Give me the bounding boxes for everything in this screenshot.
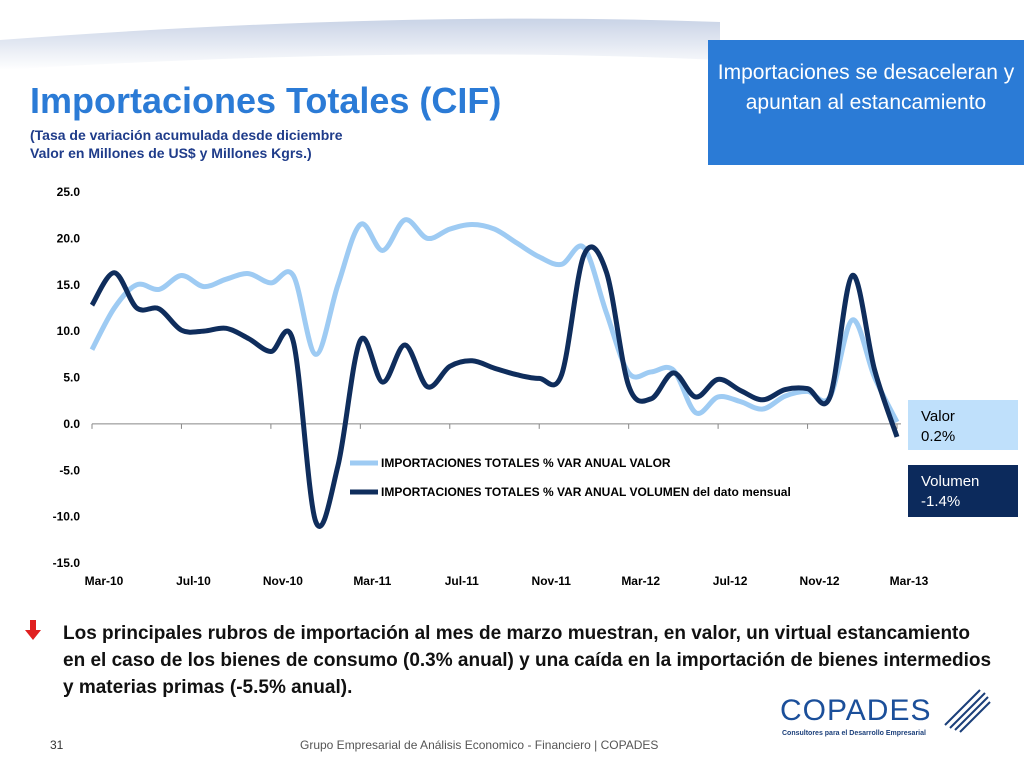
callout-name: Valor xyxy=(921,408,955,425)
x-tick-label: Nov-11 xyxy=(532,574,572,588)
legend-label: IMPORTACIONES TOTALES % VAR ANUAL VALOR xyxy=(381,456,671,470)
x-tick-label: Nov-12 xyxy=(800,574,840,588)
legend-label-line: IMPORTACIONES TOTALES % VAR ANUAL VOLUME… xyxy=(381,485,791,499)
callout-name: Volumen xyxy=(921,473,979,490)
x-tick-label: Jul-11 xyxy=(445,574,479,588)
logo-mark xyxy=(944,689,991,733)
title: Importaciones Totales (CIF) xyxy=(30,80,502,121)
y-tick-label: -10.0 xyxy=(53,510,81,524)
page-number: 31 xyxy=(50,738,64,752)
series-line xyxy=(89,244,900,529)
y-tick-label: 25.0 xyxy=(57,185,81,199)
x-tick-label: Jul-12 xyxy=(713,574,748,588)
y-tick-label: 20.0 xyxy=(57,231,81,245)
y-tick-label: 15.0 xyxy=(57,278,81,292)
bullet-text: Los principales rubros de importación al… xyxy=(63,623,992,698)
footer-text: Grupo Empresarial de Análisis Economico … xyxy=(300,738,659,752)
subtitle: (Tasa de variación acumulada desde dicie… xyxy=(30,126,343,162)
x-tick-label: Mar-13 xyxy=(890,574,929,588)
legend-label: IMPORTACIONES TOTALES % VAR ANUAL VOLUME… xyxy=(381,485,791,499)
x-tick-label: Mar-10 xyxy=(85,574,124,588)
y-tick-label: 10.0 xyxy=(57,324,81,338)
y-tick-label: -15.0 xyxy=(53,556,81,570)
logo-name: COPADES xyxy=(780,694,932,727)
logo-tagline: Consultores para el Desarrollo Empresari… xyxy=(782,730,926,737)
y-tick-label: 0.0 xyxy=(63,417,80,431)
header-swoosh xyxy=(0,18,720,71)
callout-value: 0.2% xyxy=(921,428,955,445)
y-tick-label: -5.0 xyxy=(59,463,80,477)
highlight-box xyxy=(708,40,1024,165)
legend-label-line: IMPORTACIONES TOTALES % VAR ANUAL VALOR xyxy=(381,456,671,470)
callout-box xyxy=(908,465,1018,517)
x-tick-label: Nov-10 xyxy=(263,574,303,588)
y-tick-label: 5.0 xyxy=(63,371,80,385)
callout-box xyxy=(908,400,1018,450)
x-tick-label: Jul-10 xyxy=(176,574,211,588)
subtitle-line: (Tasa de variación acumulada desde dicie… xyxy=(30,127,343,143)
callout-value: -1.4% xyxy=(921,493,960,510)
highlight-text: Importaciones se desaceleran y apuntan a… xyxy=(717,61,1015,114)
bullet-arrow xyxy=(25,620,41,640)
x-tick-label: Mar-12 xyxy=(621,574,660,588)
series-line xyxy=(89,217,900,424)
subtitle-line: Valor en Millones de US$ y Millones Kgrs… xyxy=(30,145,312,161)
x-tick-label: Mar-11 xyxy=(353,574,391,588)
